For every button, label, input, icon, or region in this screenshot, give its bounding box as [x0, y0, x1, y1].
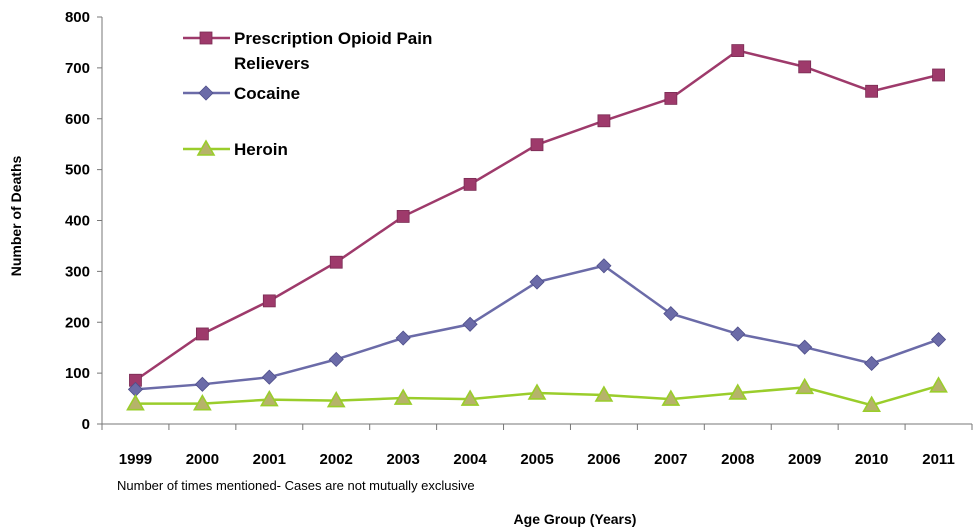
x-tick-label: 2005: [520, 451, 553, 468]
data-point: [261, 369, 277, 385]
data-point: [193, 394, 212, 411]
data-point: [731, 44, 745, 57]
data-point: [730, 326, 746, 342]
data-point: [530, 138, 544, 152]
x-tick-label: 2011: [922, 451, 955, 468]
data-point: [597, 114, 611, 128]
data-point: [862, 395, 881, 412]
legend-label: Cocaine: [234, 84, 300, 103]
chart-note: Number of times mentioned- Cases are not…: [117, 478, 475, 493]
legend-marker: [198, 85, 214, 101]
data-point: [728, 383, 748, 400]
y-tick-label: 100: [65, 365, 90, 382]
data-point: [259, 389, 279, 407]
data-point: [661, 389, 681, 406]
data-point: [795, 377, 815, 395]
legend-entry: Cocaine: [183, 84, 300, 103]
data-point: [797, 339, 813, 355]
legend-entry: Prescription Opioid Pain Relievers: [183, 29, 432, 73]
x-tick-label: 2001: [253, 451, 286, 468]
y-tick-label: 400: [65, 213, 90, 230]
data-point: [262, 294, 276, 308]
series-1: [127, 258, 947, 397]
data-point: [594, 385, 614, 402]
legend-entry: Heroin: [183, 139, 288, 159]
data-point: [462, 316, 478, 332]
data-point: [329, 255, 343, 269]
x-ticks: 1999 2000 2001 2002 2003 2004 2005 2006 2007 2008…: [101, 424, 973, 468]
x-tick-label: 1999: [119, 451, 152, 468]
data-point: [328, 351, 344, 367]
legend-label: Relievers: [234, 54, 310, 73]
data-point: [596, 258, 612, 274]
y-tick-label: 600: [65, 111, 90, 128]
y-axis-title: Number of Deaths: [8, 156, 24, 277]
x-tick-label: 2007: [654, 451, 687, 468]
data-point: [195, 327, 209, 341]
data-point: [864, 355, 880, 372]
y-tick-label: 700: [65, 60, 90, 77]
y-tick-label: 500: [65, 162, 90, 179]
data-point: [527, 383, 547, 400]
data-point: [463, 177, 477, 191]
x-tick-label: 2000: [186, 451, 219, 468]
y-tick-label: 800: [65, 9, 90, 26]
x-tick-label: 2006: [587, 451, 620, 468]
data-point: [798, 60, 812, 74]
x-tick-label: 2009: [788, 451, 821, 468]
x-tick-label: 2002: [320, 451, 353, 468]
legend: Prescription Opioid Pain Relievers Cocaine…: [183, 29, 432, 159]
series-2: [126, 376, 948, 412]
legend-marker: [196, 139, 216, 156]
series-0: [129, 44, 945, 387]
data-point: [930, 331, 947, 348]
data-point: [663, 306, 679, 322]
x-tick-label: 2003: [386, 451, 419, 468]
x-tick-label: 2010: [855, 451, 888, 468]
data-point: [865, 84, 879, 98]
x-axis-title: Age Group (Years): [514, 511, 637, 527]
y-tick-label: 200: [65, 314, 90, 331]
axes: [101, 17, 972, 425]
data-point: [393, 388, 413, 405]
data-point: [664, 92, 678, 105]
data-point: [932, 68, 945, 82]
data-point: [529, 274, 545, 290]
data-point: [395, 330, 411, 346]
y-ticks: 0 100 200 300 400 500 600 700 800: [65, 9, 102, 433]
legend-marker: [199, 31, 213, 45]
y-tick-label: 300: [65, 263, 90, 280]
series-layer: [126, 44, 948, 412]
data-point: [929, 376, 948, 393]
x-tick-label: 2004: [453, 451, 487, 468]
y-tick-label: 0: [82, 416, 90, 433]
data-point: [126, 394, 145, 411]
legend-label: Heroin: [234, 140, 288, 159]
legend-label: Prescription Opioid Pain: [234, 29, 432, 48]
data-point: [194, 376, 210, 392]
data-point: [326, 390, 346, 408]
data-point: [460, 389, 480, 406]
data-point: [396, 210, 410, 223]
x-tick-label: 2008: [721, 451, 754, 468]
